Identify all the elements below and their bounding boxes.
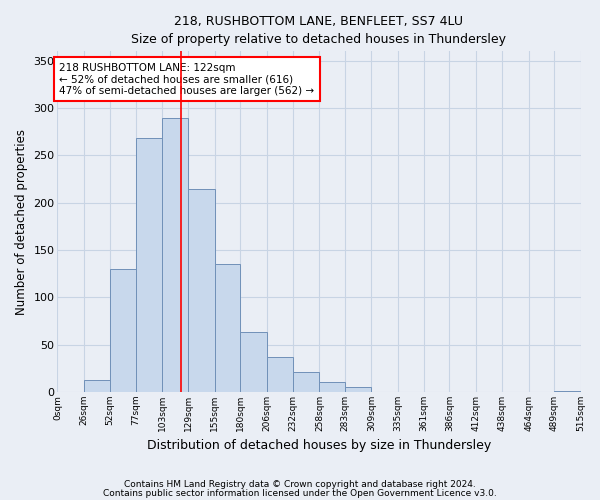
Title: 218, RUSHBOTTOM LANE, BENFLEET, SS7 4LU
Size of property relative to detached ho: 218, RUSHBOTTOM LANE, BENFLEET, SS7 4LU …: [131, 15, 506, 46]
Bar: [110, 269, 136, 392]
X-axis label: Distribution of detached houses by size in Thundersley: Distribution of detached houses by size …: [147, 440, 491, 452]
Bar: [215, 264, 240, 392]
Bar: [136, 138, 162, 392]
Bar: [319, 382, 345, 392]
Bar: [240, 332, 266, 392]
Text: Contains HM Land Registry data © Crown copyright and database right 2024.: Contains HM Land Registry data © Crown c…: [124, 480, 476, 489]
Bar: [84, 380, 110, 392]
Y-axis label: Number of detached properties: Number of detached properties: [15, 128, 28, 314]
Text: 218 RUSHBOTTOM LANE: 122sqm
← 52% of detached houses are smaller (616)
47% of se: 218 RUSHBOTTOM LANE: 122sqm ← 52% of det…: [59, 62, 314, 96]
Bar: [266, 357, 293, 392]
Bar: [345, 388, 371, 392]
Bar: [162, 118, 188, 392]
Text: Contains public sector information licensed under the Open Government Licence v3: Contains public sector information licen…: [103, 488, 497, 498]
Bar: [293, 372, 319, 392]
Bar: [188, 188, 215, 392]
Bar: [554, 391, 581, 392]
